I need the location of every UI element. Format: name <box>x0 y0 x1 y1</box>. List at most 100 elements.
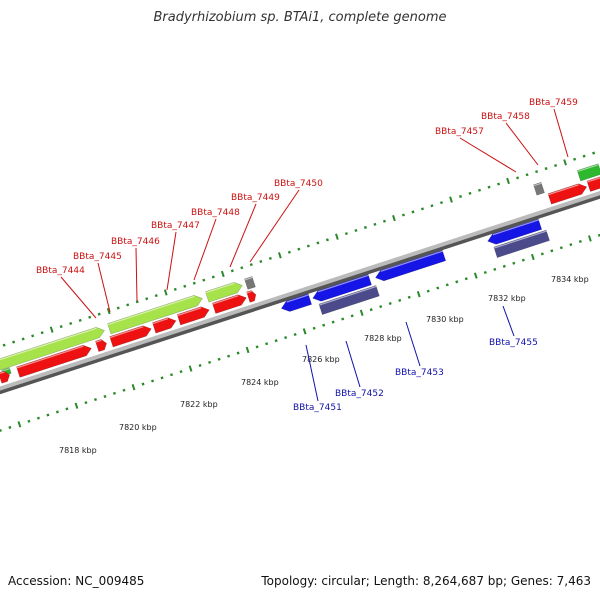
scale-tick <box>502 264 506 268</box>
scale-tick <box>373 222 377 226</box>
scale-tick <box>306 244 310 248</box>
accession-text: Accession: NC_009485 <box>8 574 145 588</box>
scale-tick <box>478 188 482 192</box>
scale-tick <box>483 270 487 275</box>
scale-tick <box>202 278 206 282</box>
scale-tick <box>487 185 491 189</box>
cds-feature <box>487 218 543 245</box>
scale-tick <box>407 295 411 299</box>
scale-tick <box>97 312 101 316</box>
scale-tick <box>217 357 221 361</box>
scale-tick <box>170 373 174 377</box>
scale-tick <box>220 270 225 278</box>
label-leader-line <box>305 344 319 402</box>
scale-tick <box>122 388 126 392</box>
scale-tick <box>506 177 510 185</box>
label-leader-line <box>249 189 300 263</box>
gene-feature <box>0 326 105 386</box>
cds-feature <box>176 306 210 326</box>
scale-tick <box>230 269 234 273</box>
scale-tick <box>411 210 415 214</box>
scale-tick <box>420 207 424 211</box>
scale-tick-label: 7822 kbp <box>180 400 218 409</box>
scale-tick <box>297 247 301 251</box>
scale-tick <box>445 283 449 287</box>
scale-tick <box>379 305 383 309</box>
scale-tick <box>401 213 405 217</box>
scale-tick <box>2 343 6 347</box>
gene-label: BBta_7447 <box>151 221 200 231</box>
label-layer: 7818 kbp 7820 kbp 7822 kbp 7824 kbp 7826 kbp… <box>36 98 589 455</box>
scale-tick <box>135 300 139 304</box>
scale-tick <box>154 294 158 298</box>
cds-feature <box>586 176 600 192</box>
scale-tick <box>188 365 193 372</box>
scale-tick <box>473 272 478 279</box>
reverse-features <box>280 218 550 315</box>
scale-tick <box>74 402 79 409</box>
scale-tick <box>359 309 364 316</box>
label-leader-line <box>345 340 361 388</box>
scale-tick <box>21 337 25 341</box>
scale-tick <box>88 315 92 319</box>
cds-feature <box>547 183 588 205</box>
scale-tick-label: 7828 kbp <box>364 334 402 343</box>
pseudo-feature <box>533 181 545 196</box>
scale-tick <box>569 243 573 247</box>
cds-feature <box>375 249 447 282</box>
scale-tick <box>55 410 59 414</box>
scale-tick <box>160 376 164 380</box>
cds-feature <box>246 290 257 303</box>
genome-summary-text: Topology: circular; Length: 8,264,687 bp… <box>261 574 591 588</box>
scale-tick-label: 7824 kbp <box>241 378 279 387</box>
cds-feature <box>109 325 152 348</box>
cds-feature <box>280 293 313 312</box>
scale-tick <box>277 252 282 259</box>
gene-label: BBta_7450 <box>274 179 323 189</box>
scale-tick-label: 7834 kbp <box>551 275 589 284</box>
scale-tick <box>249 263 253 267</box>
label-leader-line <box>459 137 517 173</box>
label-leader-line <box>60 276 97 319</box>
gene-label: BBta_7458 <box>481 112 530 122</box>
tick-layer <box>0 151 600 432</box>
scale-tick <box>388 301 392 306</box>
scale-tick <box>312 326 316 330</box>
label-leader-line <box>553 108 569 158</box>
scale-tick <box>103 394 107 398</box>
forward-features <box>0 163 600 386</box>
scale-tick <box>559 246 563 250</box>
backbone <box>0 191 600 391</box>
label-leader-line <box>166 231 177 291</box>
scale-tick <box>268 256 272 260</box>
label-leader-line <box>405 321 421 367</box>
label-leader-line <box>502 305 515 337</box>
scale-tick <box>426 289 430 293</box>
scale-tick <box>530 253 535 261</box>
label-leader-line <box>97 262 111 313</box>
scale-tick <box>131 383 136 391</box>
scale-tick <box>516 176 520 180</box>
gene-label: BBta_7444 <box>36 266 85 276</box>
scale-tick <box>84 401 88 405</box>
scale-tick <box>126 303 130 307</box>
scale-tick <box>344 232 348 236</box>
scale-tick <box>554 163 558 167</box>
scale-tick <box>141 382 145 386</box>
scale-tick <box>245 346 250 354</box>
scale-tick <box>369 308 373 312</box>
scale-tick <box>259 260 263 264</box>
scale-tick <box>563 159 567 166</box>
scale-tick <box>49 326 54 333</box>
scale-tick <box>436 286 440 290</box>
scale-tick <box>592 151 596 155</box>
cds-feature <box>0 370 10 384</box>
gene-label: BBta_7455 <box>489 338 538 348</box>
scale-tick-label: 7820 kbp <box>119 423 157 432</box>
scale-tick <box>40 331 44 335</box>
scale-tick <box>493 267 497 271</box>
scale-tick <box>179 370 183 374</box>
scale-tick <box>439 201 444 205</box>
scale-tick <box>240 266 244 270</box>
